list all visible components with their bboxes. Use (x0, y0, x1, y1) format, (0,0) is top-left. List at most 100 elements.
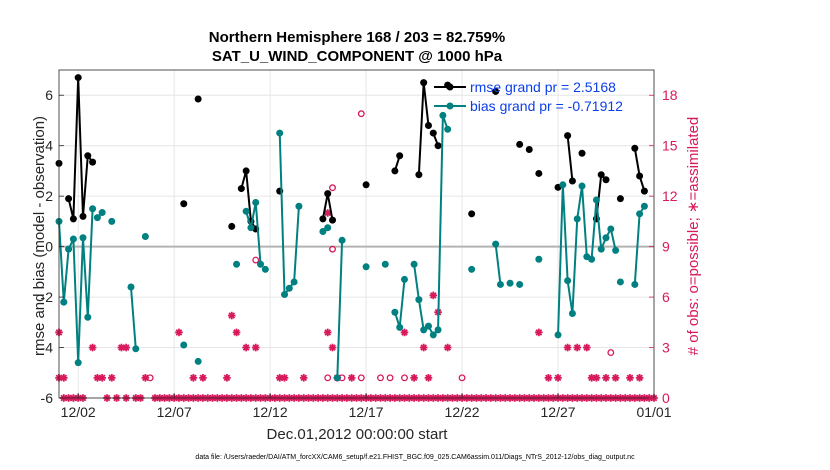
rmse-point (492, 87, 500, 95)
x-axis-ticks: 12/02 12/07 12/12 12/17 12/22 12/27 01/01 (61, 393, 672, 420)
y-tick-label: 4 (45, 138, 53, 154)
assimilated-obs-marker (88, 343, 97, 352)
bias-line-segment (58, 208, 94, 364)
bias-point (69, 235, 77, 243)
bias-point (333, 374, 341, 382)
assimilated-obs-marker (544, 374, 553, 382)
assimilated-obs-marker (611, 374, 620, 382)
rmse-point (242, 167, 250, 175)
bias-point (607, 225, 615, 233)
possible-obs-marker (329, 184, 336, 192)
rmse-point (237, 185, 245, 193)
bias-point (506, 279, 514, 287)
y-tick-label: 2 (45, 188, 53, 204)
assimilated-obs-marker (602, 374, 610, 382)
assimilated-obs-marker (443, 343, 452, 352)
assimilated-obs-marker (328, 343, 337, 352)
right-y-tick-label: 0 (662, 390, 670, 406)
rmse-point (180, 200, 188, 208)
assimilated-obs-marker (223, 374, 231, 382)
bias-point (261, 265, 269, 273)
assimilated-obs-marker (122, 343, 130, 352)
x-tick-label: 12/02 (61, 404, 96, 420)
bias-point (410, 260, 418, 268)
rmse-point (391, 167, 399, 175)
rmse-point (468, 210, 476, 218)
rmse-point (602, 176, 610, 184)
bias-point (252, 198, 260, 206)
rmse-point (631, 144, 639, 152)
chart-title-line-1: Northern Hemisphere 168 / 203 = 82.759% (209, 29, 505, 46)
bias-point (597, 245, 605, 253)
bias-point (132, 345, 140, 353)
rmse-point (65, 195, 73, 203)
bias-point (127, 283, 135, 291)
rmse-point (564, 132, 572, 140)
rmse-point (319, 215, 327, 223)
assimilated-obs-marker (280, 374, 289, 382)
bias-line-segment (494, 243, 502, 285)
rmse-point (415, 171, 423, 179)
bias-point (276, 129, 284, 137)
assimilated-obs-marker (400, 328, 409, 337)
rmse-point (525, 145, 533, 153)
bias-point (281, 291, 289, 299)
possible-obs-marker (357, 110, 365, 118)
bias-point (616, 278, 624, 286)
bias-point (396, 323, 404, 331)
bias-point (93, 214, 101, 222)
bias-point (439, 111, 447, 119)
bias-point (180, 341, 188, 349)
bias-point (108, 217, 116, 225)
assimilated-obs-marker (419, 343, 428, 352)
rmse-point (79, 212, 87, 220)
rmse-point (74, 74, 82, 82)
bias-point (468, 265, 476, 273)
assimilated-obs-marker (424, 374, 433, 382)
bias-point (588, 255, 596, 263)
legend-bias-marker (446, 102, 454, 110)
data-series (55, 74, 648, 382)
y-axis-label: rmse and bias (model - observation) (31, 116, 48, 356)
bias-point (285, 284, 293, 292)
assimilated-obs-marker (563, 343, 572, 352)
possible-obs-marker (252, 256, 260, 264)
bias-line-segment (129, 286, 137, 349)
legend-rmse-marker (446, 83, 454, 91)
possible-obs-marker (401, 374, 408, 382)
possible-obs-marker (377, 374, 384, 382)
bias-point (415, 296, 423, 304)
bias-point (247, 224, 255, 232)
bias-point (535, 255, 543, 263)
assimilated-obs-marker (242, 343, 250, 352)
rmse-point (640, 187, 648, 195)
bias-point (516, 280, 524, 288)
bias-point (592, 196, 600, 204)
y-tick-label: -2 (41, 289, 54, 305)
rmse-point (329, 216, 337, 224)
assimilated-obs-marker (592, 374, 601, 382)
rmse-point (516, 140, 524, 148)
y-tick-label: 6 (45, 87, 53, 103)
right-y-tick-label: 9 (662, 239, 670, 255)
rmse-point (535, 169, 543, 177)
right-y-tick-label: 15 (662, 138, 678, 154)
possible-obs-marker (357, 374, 365, 382)
bias-point (496, 280, 504, 288)
assimilated-obs-marker (189, 374, 198, 382)
bias-point (424, 322, 432, 330)
y-axis-ticks: -6 -4 -2 0 2 4 6 (41, 87, 64, 406)
possible-obs-marker (386, 374, 394, 382)
right-y-tick-label: 18 (662, 87, 678, 103)
rmse-point (89, 158, 97, 166)
bias-point (381, 260, 389, 268)
rmse-point (597, 171, 605, 179)
assimilated-obs-marker (535, 328, 543, 337)
rmse-series (55, 74, 648, 233)
assimilated-obs-marker (299, 374, 308, 382)
bias-point (324, 224, 332, 232)
assimilated-obs-marker (573, 343, 582, 352)
rmse-point (578, 149, 586, 157)
rmse-point (568, 177, 576, 185)
bias-line-segment (245, 201, 262, 265)
